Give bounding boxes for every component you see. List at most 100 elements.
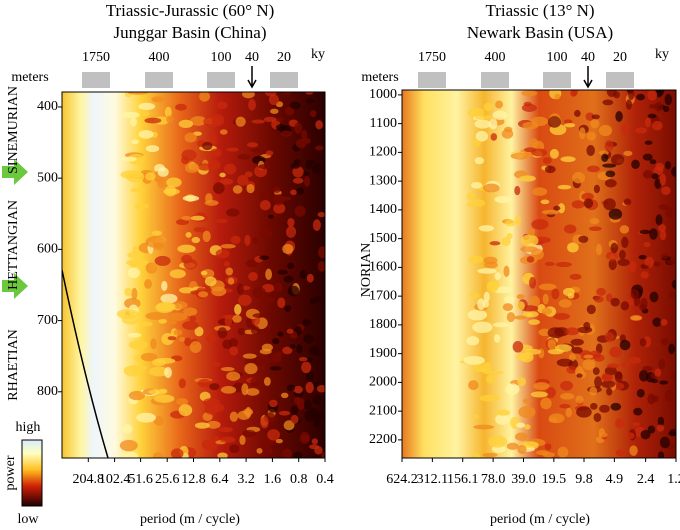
heat-blob — [586, 131, 597, 141]
heat-blob — [139, 321, 153, 327]
heat-blob — [541, 307, 552, 315]
y-tick-label: 400 — [37, 99, 58, 114]
cycle-label: 100 — [547, 50, 568, 65]
heat-blob — [154, 255, 171, 266]
heat-blob — [531, 219, 549, 230]
heat-blob — [605, 170, 616, 178]
heat-blob — [217, 327, 228, 339]
heat-blob — [189, 341, 202, 354]
heat-blob — [275, 438, 283, 444]
heat-blob — [157, 167, 169, 177]
cycle-label: 20 — [277, 50, 291, 65]
heat-blob — [227, 277, 235, 285]
heat-blob — [560, 380, 573, 391]
x-tick-label: 102.4 — [99, 472, 131, 487]
heat-blob — [540, 397, 552, 410]
heat-blob — [463, 355, 485, 365]
heat-blob — [316, 384, 325, 393]
chart-title: Triassic-Jurassic (60° N) — [106, 1, 275, 20]
heat-blob — [211, 362, 221, 367]
heat-blob — [483, 256, 498, 265]
heat-blob — [254, 356, 264, 367]
heat-blob — [642, 153, 653, 161]
cycle-label: 20 — [613, 50, 627, 65]
heat-blob — [522, 121, 539, 130]
heat-blob — [516, 422, 526, 428]
heat-blob — [246, 183, 255, 194]
heat-blob — [124, 287, 133, 297]
x-tick-label: 3.2 — [237, 472, 255, 487]
legend-high: high — [16, 420, 41, 435]
heat-blob — [514, 315, 527, 320]
heat-blob — [140, 352, 158, 362]
heat-blob — [151, 96, 165, 103]
heat-blob — [153, 415, 165, 426]
heat-blob — [626, 432, 635, 440]
heat-blob — [121, 314, 139, 325]
x-tick-label: 51.6 — [128, 472, 153, 487]
heat-blob — [574, 109, 581, 117]
heat-blob — [478, 225, 495, 232]
heat-blob — [630, 288, 640, 300]
heat-blob — [642, 365, 653, 372]
heat-blob — [571, 90, 578, 96]
heat-blob — [479, 394, 500, 402]
cycle-label: 1750 — [418, 50, 446, 65]
heat-blob — [668, 343, 675, 355]
heat-blob — [309, 444, 320, 450]
heat-blob — [226, 371, 241, 381]
heat-blob — [474, 119, 492, 129]
heat-blob — [475, 130, 489, 142]
heat-blob — [623, 150, 633, 157]
heat-blob — [182, 320, 199, 330]
heat-blob — [246, 142, 259, 148]
heat-blob — [215, 248, 230, 259]
heat-blob — [250, 377, 259, 387]
colorbar — [21, 439, 43, 507]
heat-blob — [664, 389, 674, 402]
heat-blob — [259, 175, 268, 183]
heat-blob — [654, 178, 662, 189]
heat-blob — [157, 177, 166, 188]
x-tick-label: 1.6 — [264, 472, 282, 487]
cycle-band — [543, 72, 571, 88]
heat-blob — [623, 198, 632, 206]
heat-blob — [277, 297, 286, 308]
heat-blob — [295, 187, 305, 195]
heat-blob — [640, 271, 649, 279]
heat-blob — [559, 403, 571, 409]
heat-blob — [647, 393, 656, 405]
heat-blob — [252, 236, 259, 244]
heat-blob — [633, 407, 643, 416]
heat-blob — [168, 312, 188, 321]
heat-blob — [544, 261, 555, 267]
heat-blob — [649, 228, 658, 240]
heat-blob — [655, 214, 663, 226]
heat-blob — [314, 145, 324, 151]
heat-blob — [302, 319, 312, 326]
heat-blob — [532, 187, 548, 196]
legend-label: power — [3, 455, 18, 490]
heat-blob — [547, 339, 557, 350]
heat-blob — [549, 148, 559, 159]
heat-blob — [668, 290, 676, 299]
heat-blob — [615, 111, 623, 122]
heat-blob — [166, 177, 182, 188]
heat-blob — [293, 385, 303, 394]
heat-blob — [520, 234, 539, 247]
heat-blob — [273, 282, 283, 293]
heat-blob — [654, 90, 665, 96]
heat-blob — [494, 196, 512, 204]
heat-blob — [138, 130, 154, 139]
heat-blob — [252, 286, 267, 299]
heat-blob — [269, 366, 282, 371]
y-tick-label: 800 — [37, 384, 58, 399]
heat-blob — [268, 214, 275, 219]
heat-blob — [635, 127, 647, 134]
x-axis-label: period (m / cycle) — [490, 512, 590, 527]
heat-blob — [242, 429, 257, 438]
cycle-band — [418, 72, 446, 88]
heat-blob — [602, 99, 614, 106]
heat-blob — [657, 416, 665, 427]
heat-blob — [659, 229, 667, 241]
